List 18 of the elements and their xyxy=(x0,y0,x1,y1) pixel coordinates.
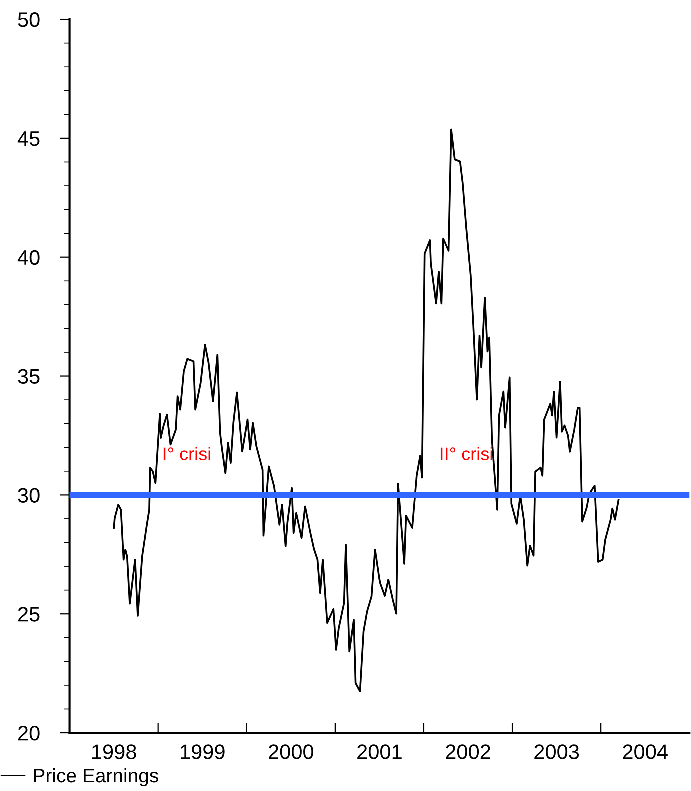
y-tick-label: 50 xyxy=(18,12,40,28)
line-series xyxy=(113,128,620,693)
y-tick-label: 45 xyxy=(18,132,40,146)
x-tick-label: 2000 xyxy=(269,744,314,760)
y-tick-label: 30 xyxy=(18,488,40,503)
x-tick-label: 1998 xyxy=(92,744,136,760)
annotation: I° crisi xyxy=(164,447,210,460)
annotation: II° crisi xyxy=(440,447,492,460)
x-tick-label: 2001 xyxy=(358,744,402,760)
x-tick-label: 2003 xyxy=(534,744,580,760)
x-tick-label: 2002 xyxy=(446,744,490,760)
legend-label: Price Earnings xyxy=(34,768,158,787)
y-tick-label: 35 xyxy=(18,369,40,384)
x-tick-label: 2004 xyxy=(623,744,668,760)
y-tick-label: 25 xyxy=(18,607,40,622)
y-tick-label: 40 xyxy=(18,250,40,266)
y-tick-label: 20 xyxy=(18,726,40,741)
x-tick-label: 1999 xyxy=(181,744,225,760)
